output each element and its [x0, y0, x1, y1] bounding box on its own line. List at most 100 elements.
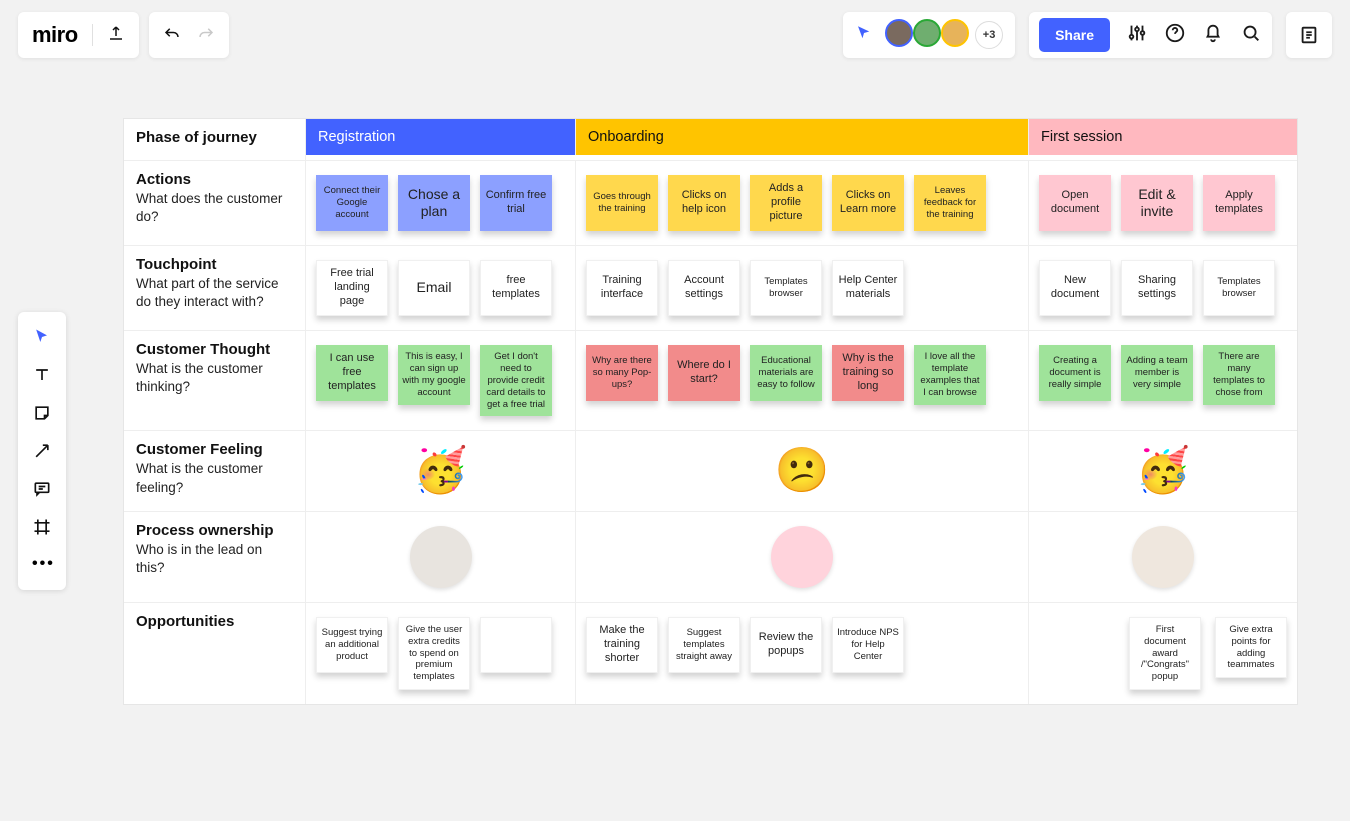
- sticky-note[interactable]: Templates browser: [1203, 260, 1275, 316]
- owner-avatar[interactable]: [771, 526, 833, 588]
- top-bar: miro +3 Share: [0, 12, 1350, 58]
- cell-touchpoint-first[interactable]: New documentSharing settingsTemplates br…: [1029, 246, 1297, 330]
- sticky-note-tool[interactable]: [23, 396, 61, 430]
- cell-opps-onb[interactable]: Make the training shorterSuggest templat…: [576, 603, 1029, 704]
- sticky-note[interactable]: Make the training shorter: [586, 617, 658, 673]
- sticky-note[interactable]: Templates browser: [750, 260, 822, 316]
- phase-header-first: First session: [1029, 119, 1297, 155]
- row-label-owner: Process ownershipWho is in the lead on t…: [124, 512, 306, 602]
- cell-owner-first[interactable]: [1029, 512, 1297, 602]
- text-tool[interactable]: [23, 358, 61, 392]
- row-label-actions: ActionsWhat does the customer do?: [124, 161, 306, 245]
- sticky-note[interactable]: Educational materials are easy to follow: [750, 345, 822, 401]
- sticky-note[interactable]: Give extra points for adding teammates: [1215, 617, 1287, 679]
- sticky-note[interactable]: Suggest templates straight away: [668, 617, 740, 673]
- document-icon[interactable]: [1286, 12, 1332, 58]
- sticky-note[interactable]: Account settings: [668, 260, 740, 316]
- sticky-note[interactable]: New document: [1039, 260, 1111, 316]
- cell-opps-reg[interactable]: Suggest trying an additional productGive…: [306, 603, 576, 704]
- cell-thought-first[interactable]: Creating a document is really simpleAddi…: [1029, 331, 1297, 430]
- top-bar-right: +3 Share: [843, 12, 1332, 58]
- cell-feeling-first[interactable]: 🥳: [1029, 431, 1297, 510]
- sticky-note[interactable]: Clicks on Learn more: [832, 175, 904, 231]
- select-tool[interactable]: [23, 320, 61, 354]
- row-label-opps: Opportunities: [124, 603, 306, 704]
- phase-header-onb: Onboarding: [576, 119, 1029, 155]
- cell-owner-onb[interactable]: [576, 512, 1029, 602]
- sticky-note[interactable]: Introduce NPS for Help Center: [832, 617, 904, 673]
- cell-owner-reg[interactable]: [306, 512, 576, 602]
- sticky-note[interactable]: Confirm free trial: [480, 175, 552, 231]
- sticky-note[interactable]: Give the user extra credits to spend on …: [398, 617, 470, 690]
- bell-icon[interactable]: [1202, 22, 1224, 49]
- sticky-note[interactable]: Why is the training so long: [832, 345, 904, 401]
- avatar-overflow[interactable]: +3: [975, 21, 1003, 49]
- sticky-note[interactable]: Clicks on help icon: [668, 175, 740, 231]
- sticky-note[interactable]: Help Center materials: [832, 260, 904, 316]
- sticky-note[interactable]: [480, 617, 552, 673]
- cell-actions-onb[interactable]: Goes through the trainingClicks on help …: [576, 161, 1029, 245]
- frame-tool[interactable]: [23, 510, 61, 544]
- logo-chip: miro: [18, 12, 139, 58]
- sticky-note[interactable]: Adding a team member is very simple: [1121, 345, 1193, 401]
- cell-feeling-onb[interactable]: 😕: [576, 431, 1029, 510]
- collaborator-avatar[interactable]: [885, 19, 913, 47]
- logo-divider: [92, 24, 93, 46]
- sticky-note[interactable]: Email: [398, 260, 470, 316]
- cell-actions-reg[interactable]: Connect their Google accountChose a plan…: [306, 161, 576, 245]
- cell-thought-onb[interactable]: Why are there so many Pop-ups?Where do I…: [576, 331, 1029, 430]
- sticky-note[interactable]: Adds a profile picture: [750, 175, 822, 231]
- search-icon[interactable]: [1240, 22, 1262, 49]
- sticky-note[interactable]: Training interface: [586, 260, 658, 316]
- cell-touchpoint-onb[interactable]: Training interfaceAccount settingsTempla…: [576, 246, 1029, 330]
- sticky-note[interactable]: Why are there so many Pop-ups?: [586, 345, 658, 401]
- sticky-note[interactable]: Review the popups: [750, 617, 822, 673]
- help-icon[interactable]: [1164, 22, 1186, 49]
- sticky-note[interactable]: Where do I start?: [668, 345, 740, 401]
- cell-touchpoint-reg[interactable]: Free trial landing pageEmailfree templat…: [306, 246, 576, 330]
- collaborators-chip: +3: [843, 12, 1015, 58]
- actions-chip: Share: [1029, 12, 1272, 58]
- cell-opps-first[interactable]: First document award /"Congrats" popupGi…: [1029, 603, 1297, 704]
- sticky-note[interactable]: Chose a plan: [398, 175, 470, 231]
- sticky-note[interactable]: free templates: [480, 260, 552, 316]
- sticky-note[interactable]: Creating a document is really simple: [1039, 345, 1111, 401]
- share-button[interactable]: Share: [1039, 18, 1110, 52]
- presence-cursor-icon[interactable]: [855, 24, 879, 47]
- cell-feeling-reg[interactable]: 🥳: [306, 431, 576, 510]
- sticky-note[interactable]: Apply templates: [1203, 175, 1275, 231]
- redo-icon[interactable]: [197, 25, 215, 45]
- cell-thought-reg[interactable]: I can use free templatesThis is easy, I …: [306, 331, 576, 430]
- collaborator-avatar[interactable]: [941, 19, 969, 47]
- owner-avatar[interactable]: [1132, 526, 1194, 588]
- sticky-note[interactable]: There are many templates to chose from: [1203, 345, 1275, 405]
- sticky-note[interactable]: I love all the template examples that I …: [914, 345, 986, 405]
- sticky-note[interactable]: This is easy, I can sign up with my goog…: [398, 345, 470, 405]
- undo-icon[interactable]: [163, 25, 181, 45]
- cell-actions-first[interactable]: Open documentEdit & inviteApply template…: [1029, 161, 1297, 245]
- sticky-note[interactable]: Edit & invite: [1121, 175, 1193, 231]
- sticky-note[interactable]: First document award /"Congrats" popup: [1129, 617, 1201, 690]
- row-label-touchpoint: TouchpointWhat part of the service do th…: [124, 246, 306, 330]
- settings-sliders-icon[interactable]: [1126, 22, 1148, 49]
- sticky-note[interactable]: Goes through the training: [586, 175, 658, 231]
- comment-tool[interactable]: [23, 472, 61, 506]
- sticky-note[interactable]: Open document: [1039, 175, 1111, 231]
- history-chip: [149, 12, 229, 58]
- sticky-note[interactable]: Suggest trying an additional product: [316, 617, 388, 673]
- sticky-note[interactable]: Get I don't need to provide credit card …: [480, 345, 552, 416]
- sticky-note[interactable]: Connect their Google account: [316, 175, 388, 231]
- sticky-note[interactable]: Free trial landing page: [316, 260, 388, 316]
- sticky-note[interactable]: Leaves feedback for the training: [914, 175, 986, 231]
- owner-avatar[interactable]: [410, 526, 472, 588]
- upload-icon[interactable]: [107, 22, 125, 48]
- more-tools[interactable]: •••: [23, 548, 61, 582]
- left-toolbar: •••: [18, 312, 66, 590]
- phase-header-label: Phase of journey: [124, 119, 306, 160]
- sticky-note[interactable]: Sharing settings: [1121, 260, 1193, 316]
- sticky-note[interactable]: I can use free templates: [316, 345, 388, 401]
- journey-board[interactable]: Phase of journeyRegistrationOnboardingFi…: [123, 118, 1298, 705]
- collaborator-avatar[interactable]: [913, 19, 941, 47]
- app-logo[interactable]: miro: [32, 22, 78, 48]
- arrow-tool[interactable]: [23, 434, 61, 468]
